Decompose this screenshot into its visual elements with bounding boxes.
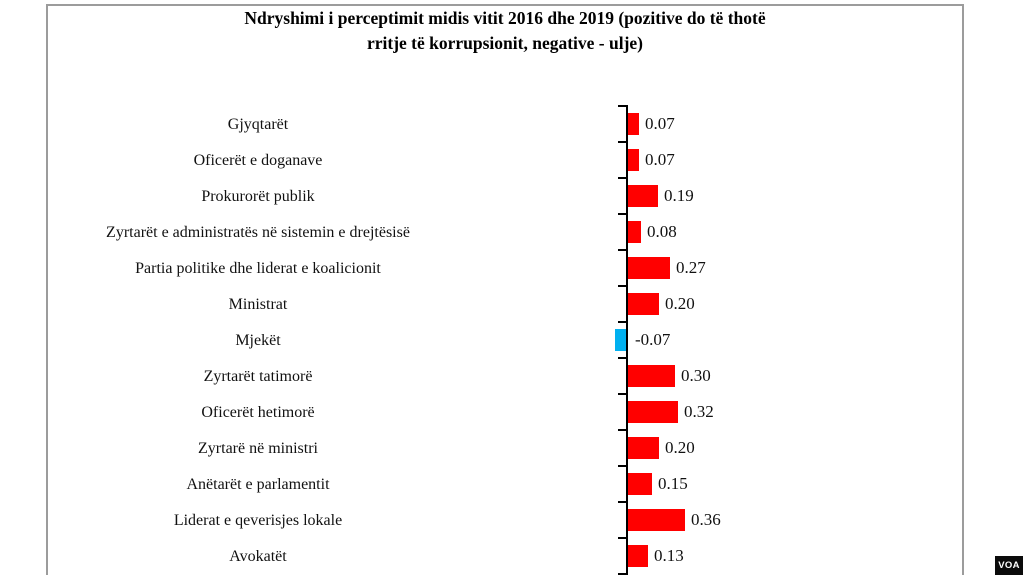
value-label: 0.36 <box>691 510 721 529</box>
category-label: Zyrtarë në ministri <box>198 439 318 457</box>
value-label: 0.30 <box>681 366 711 385</box>
bar-positive <box>628 185 658 207</box>
axis-tick <box>618 141 626 143</box>
bar-positive <box>628 365 675 387</box>
axis-tick <box>618 537 626 539</box>
category-label: Oficerët e doganave <box>193 151 323 169</box>
bar-positive <box>628 293 659 315</box>
axis-tick <box>618 285 626 287</box>
category-label: Avokatët <box>229 547 287 565</box>
bar-positive <box>628 473 652 495</box>
category-axis-line <box>626 105 628 575</box>
value-label: 0.20 <box>665 438 695 457</box>
category-label: Prokurorët publik <box>201 187 315 205</box>
value-label: 0.13 <box>654 546 684 565</box>
bar-positive <box>628 149 639 171</box>
voa-logo: VOA <box>995 556 1023 575</box>
category-label: Ministrat <box>228 295 288 313</box>
axis-tick <box>618 249 626 251</box>
axis-tick <box>618 357 626 359</box>
axis-tick <box>618 465 626 467</box>
bar-positive <box>628 221 641 243</box>
axis-tick <box>618 105 626 107</box>
chart-title-line-2: rritje të korrupsionit, negative - ulje) <box>366 33 644 53</box>
category-label: Zyrtarët e administratës në sistemin e d… <box>106 223 410 241</box>
chart-title-line-1: Ndryshimi i perceptimit midis vitit 2016… <box>244 8 766 28</box>
bar-negative <box>615 329 626 351</box>
axis-tick <box>618 501 626 503</box>
axis-tick <box>618 393 626 395</box>
bar-positive <box>628 113 639 135</box>
category-label: Partia politike dhe liderat e koalicioni… <box>135 259 381 277</box>
category-label: Liderat e qeverisjes lokale <box>173 511 343 529</box>
axis-tick <box>618 177 626 179</box>
value-label: 0.20 <box>665 294 695 313</box>
value-label: 0.07 <box>645 114 675 133</box>
value-label: 0.07 <box>645 150 675 169</box>
value-label: 0.15 <box>658 474 688 493</box>
bar-positive <box>628 401 678 423</box>
axis-tick <box>618 321 626 323</box>
category-label: Gjyqtarët <box>227 115 289 133</box>
axis-tick <box>618 213 626 215</box>
bar-positive <box>628 257 670 279</box>
value-label: -0.07 <box>635 330 671 349</box>
value-label: 0.32 <box>684 402 714 421</box>
bar-positive <box>628 437 659 459</box>
axis-tick <box>618 429 626 431</box>
chart-border-box <box>46 4 964 575</box>
value-label: 0.19 <box>664 186 694 205</box>
category-label: Mjekët <box>235 331 281 349</box>
chart-title: Ndryshimi i perceptimit midis vitit 2016… <box>145 6 865 56</box>
category-label: Oficerët hetimorë <box>201 403 315 421</box>
bar-positive <box>628 509 685 531</box>
axis-tick <box>618 573 626 575</box>
bar-positive <box>628 545 648 567</box>
value-label: 0.27 <box>676 258 706 277</box>
category-label: Zyrtarët tatimorë <box>203 367 313 385</box>
value-label: 0.08 <box>647 222 677 241</box>
category-label: Anëtarët e parlamentit <box>186 475 330 493</box>
